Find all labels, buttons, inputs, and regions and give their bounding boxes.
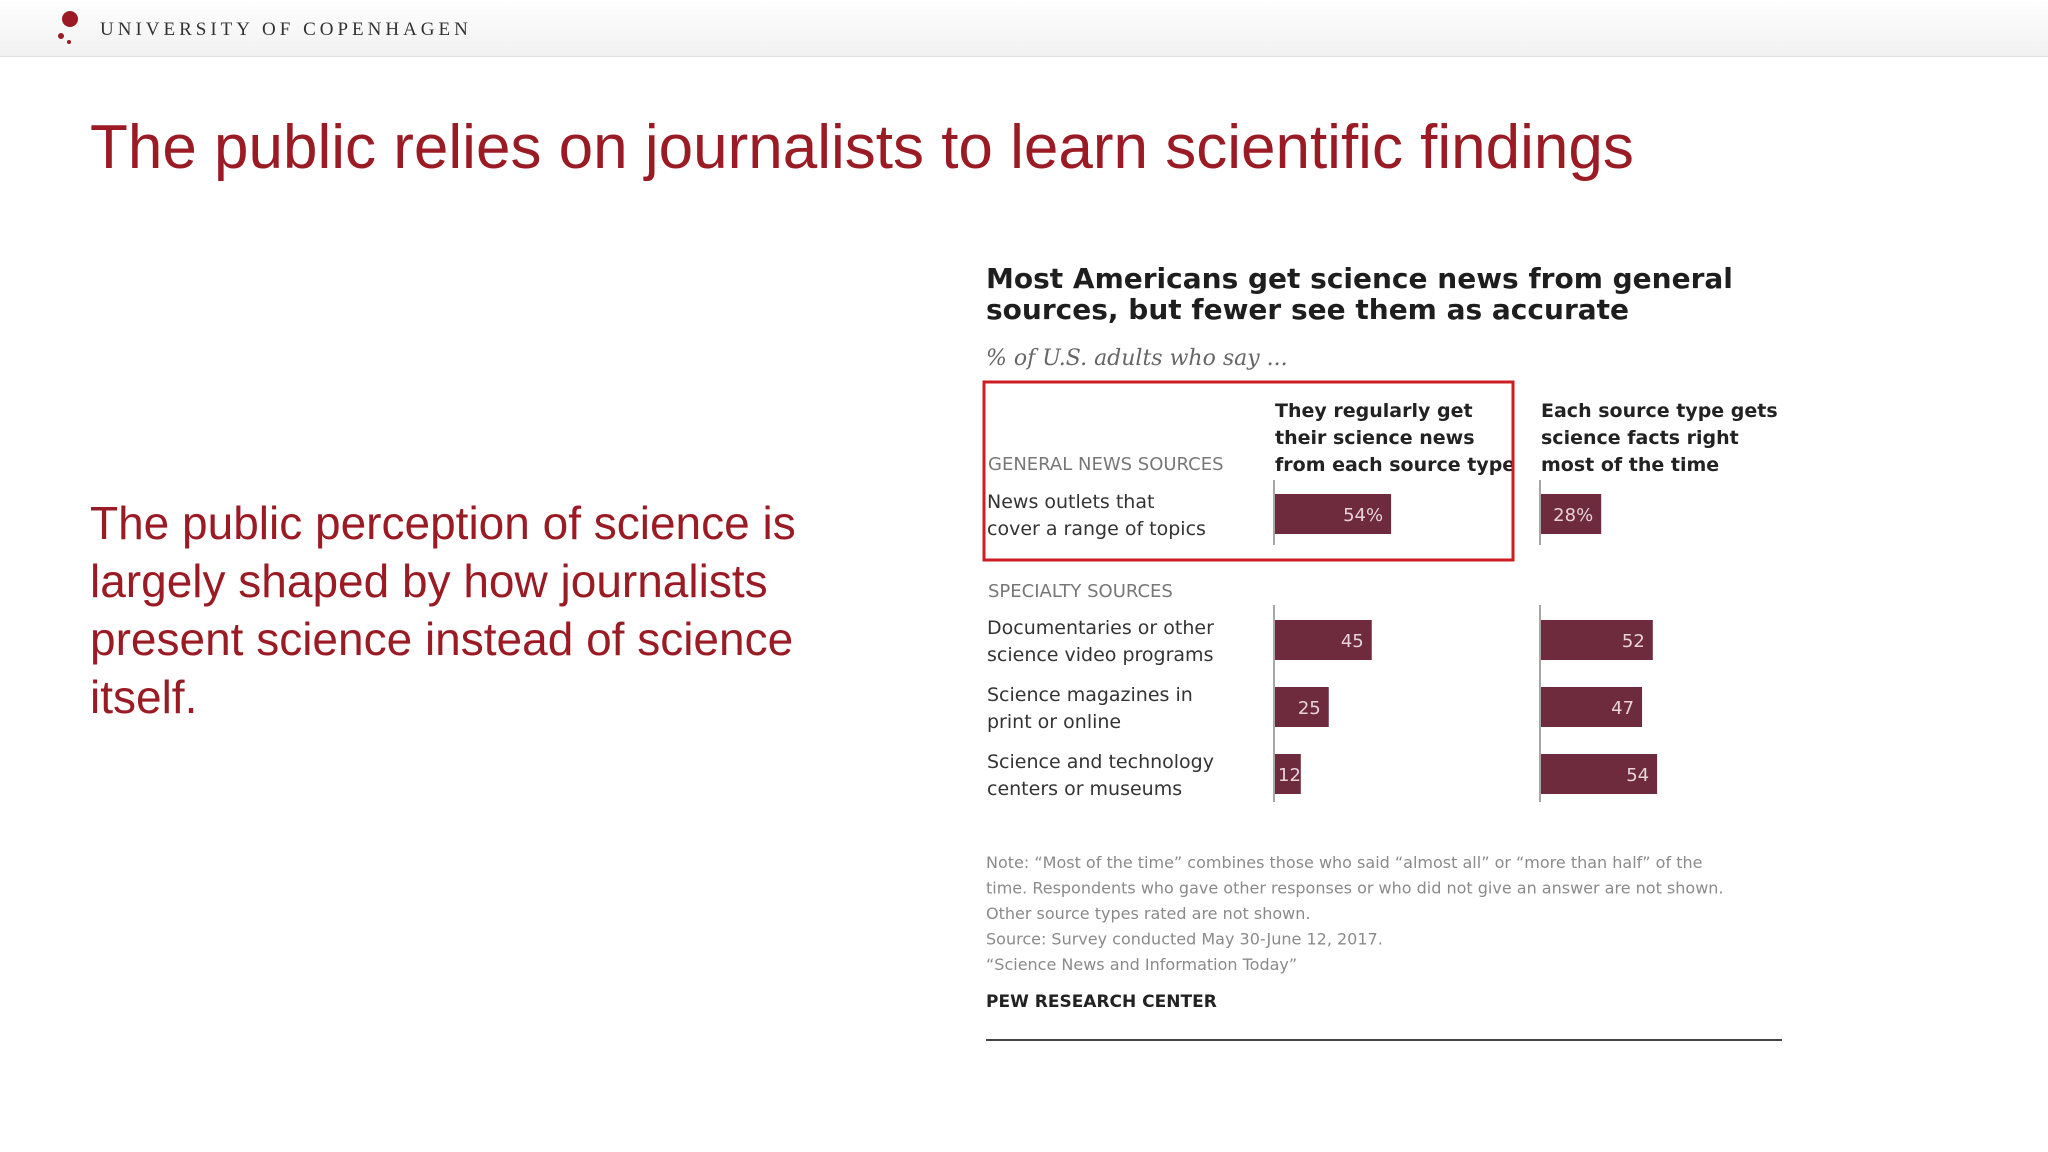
section-label: GENERAL NEWS SOURCES (988, 454, 1224, 475)
column-header: Each source type gets (1541, 400, 1778, 422)
chart-note: Note: “Most of the time” combines those … (986, 853, 1702, 872)
source-brand: PEW RESEARCH CENTER (986, 992, 1217, 1012)
category-label: science video programs (987, 644, 1213, 666)
category-label: print or online (987, 711, 1121, 733)
data-label: 54 (1626, 765, 1649, 786)
highlight-box (982, 380, 1515, 562)
column-header: from each source type (1275, 454, 1515, 476)
data-label: 47 (1611, 698, 1634, 719)
data-label: 54% (1343, 505, 1383, 526)
data-label: 12 (1278, 765, 1301, 786)
data-bar (1275, 620, 1372, 660)
column-header: most of the time (1541, 454, 1719, 476)
data-bar (1275, 494, 1392, 534)
data-bar (1541, 687, 1643, 727)
chart-title: Most Americans get science news from gen… (986, 262, 1733, 295)
data-label: 45 (1341, 631, 1364, 652)
chart-note: Other source types rated are not shown. (986, 904, 1310, 923)
data-bar (1541, 494, 1602, 534)
category-label: Science magazines in (987, 684, 1193, 706)
category-label: cover a range of topics (987, 518, 1206, 540)
chart-note: “Science News and Information Today” (986, 955, 1297, 974)
chart-note: Source: Survey conducted May 30-June 12,… (986, 930, 1383, 949)
section-label: SPECIALTY SOURCES (988, 581, 1173, 602)
slide-title: The public relies on journalists to lear… (90, 113, 1634, 182)
data-bar (1541, 754, 1658, 794)
category-label: Science and technology (987, 751, 1214, 773)
institution-name: UNIVERSITY OF COPENHAGEN (100, 19, 472, 40)
category-label: News outlets that (987, 491, 1154, 513)
data-label: 25 (1298, 698, 1321, 719)
column-header: They regularly get (1275, 400, 1473, 422)
data-label: 52 (1622, 631, 1645, 652)
column-header: science facts right (1541, 427, 1739, 449)
data-bar (1275, 754, 1301, 794)
category-label: Documentaries or other (987, 617, 1214, 639)
body-text: The public perception of science is larg… (90, 497, 796, 723)
chart-subtitle: % of U.S. adults who say ... (986, 346, 1288, 371)
university-crest-icon (58, 11, 78, 44)
data-bar (1275, 687, 1329, 727)
data-label: 28% (1553, 505, 1593, 526)
chart-note: time. Respondents who gave other respons… (986, 879, 1724, 898)
category-label: centers or museums (987, 778, 1182, 800)
column-header: their science news (1275, 427, 1475, 449)
pew-science-news-chart: Most Americans get science news from gen… (982, 262, 1782, 1041)
header-bar: UNIVERSITY OF COPENHAGEN (0, 0, 2048, 57)
data-bar (1541, 620, 1653, 660)
chart-title: sources, but fewer see them as accurate (986, 293, 1629, 326)
